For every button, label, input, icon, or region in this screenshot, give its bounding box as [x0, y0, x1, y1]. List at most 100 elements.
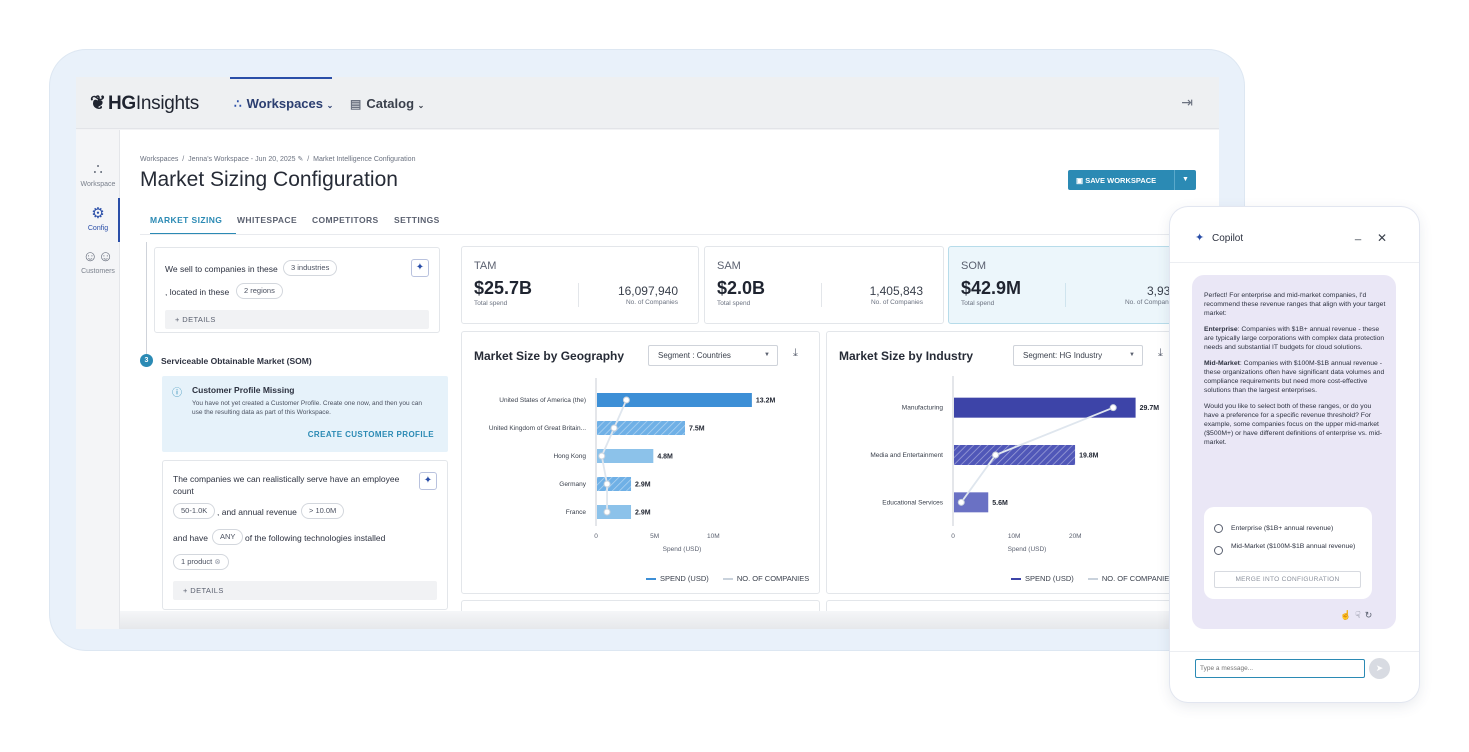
- metric-value: $42.9M: [961, 278, 1022, 298]
- employee-count-pill[interactable]: 50-1.0K: [173, 503, 216, 519]
- copilot-divider: [1170, 651, 1419, 652]
- som-details-toggle[interactable]: + DETAILS: [173, 581, 437, 600]
- companies-point: [622, 396, 630, 404]
- clear-icon[interactable]: ⊗: [214, 557, 221, 566]
- data-label: 4.8M: [657, 454, 673, 461]
- metric-divider: [578, 283, 579, 307]
- midmarket-radio[interactable]: [1214, 546, 1223, 555]
- chart-title: Market Size by Geography: [474, 349, 625, 363]
- sidebar-active-indicator: [118, 198, 120, 242]
- som-metric-card[interactable]: SOM $42.9M Total spend 3,939 No. of Comp…: [948, 246, 1198, 324]
- sidebar-item-config[interactable]: ⚙ Config: [76, 204, 120, 232]
- breadcrumb: Workspaces / Jenna's Workspace - Jun 20,…: [140, 156, 416, 163]
- chart-legend: SPEND (USD) NO. OF COMPANIES: [634, 574, 809, 583]
- data-label: 29.7M: [1140, 405, 1160, 412]
- tab-competitors[interactable]: COMPETITORS: [312, 215, 379, 225]
- legend-spend[interactable]: SPEND (USD): [1011, 574, 1074, 583]
- copilot-header: ✦ Copilot _ ✕: [1170, 207, 1419, 263]
- close-icon[interactable]: ✕: [1377, 231, 1388, 245]
- legend-companies[interactable]: NO. OF COMPANIES: [1087, 574, 1174, 583]
- som-text-revenue: , and annual revenue: [217, 507, 297, 517]
- tab-whitespace[interactable]: WHITESPACE: [237, 215, 298, 225]
- legend-spend[interactable]: SPEND (USD): [646, 574, 709, 583]
- metric-divider: [821, 283, 822, 307]
- chevron-down-icon: ⌄: [326, 101, 334, 110]
- x-tick-label: 0: [594, 533, 598, 540]
- save-icon: ▣: [1076, 176, 1084, 185]
- logout-icon[interactable]: ⇥: [1181, 94, 1193, 110]
- x-tick-label: 10M: [707, 533, 720, 540]
- ai-assist-icon[interactable]: ✦: [411, 259, 429, 277]
- merge-configuration-button[interactable]: MERGE INTO CONFIGURATION: [1214, 571, 1361, 588]
- thumbs-down-icon[interactable]: ☟: [1355, 610, 1365, 620]
- product-pill[interactable]: 1 product ⊗: [173, 554, 229, 570]
- companies-point: [603, 480, 611, 488]
- copilot-logo-icon: ✦: [1195, 232, 1205, 244]
- revenue-pill[interactable]: > 10.0M: [301, 503, 345, 519]
- legend-companies[interactable]: NO. OF COMPANIES: [722, 574, 809, 583]
- x-tick-label: 5M: [650, 533, 659, 540]
- pencil-icon[interactable]: ✎: [297, 156, 304, 163]
- category-label: Manufacturing: [902, 405, 944, 412]
- industry-segment-select[interactable]: Segment: HG Industry ▼: [1013, 345, 1143, 366]
- catalog-nav[interactable]: ▤ Catalog ⌄: [350, 96, 425, 111]
- download-icon[interactable]: ⤓: [1158, 347, 1163, 359]
- industries-pill[interactable]: 3 industries: [283, 260, 338, 276]
- sidebar: ∴ Workspace ⚙ Config ☺☺ Customers: [76, 130, 120, 629]
- notice-body: You have not yet created a Customer Prof…: [192, 400, 422, 416]
- breadcrumb-root[interactable]: Workspaces: [140, 156, 179, 163]
- save-workspace-button[interactable]: ▣ SAVE WORKSPACE ▼: [1068, 170, 1196, 190]
- midmarket-option-label[interactable]: Mid-Market ($100M-$1B annual revenue): [1231, 543, 1356, 550]
- metric-label: TAM: [474, 260, 497, 272]
- bar: [597, 449, 654, 463]
- config-panel: We sell to companies in these 3 industri…: [140, 242, 458, 622]
- app-window: ❦ HGInsights ∴ Workspaces ⌄ ▤ Catalog ⌄ ⇥ ∴…: [76, 77, 1219, 629]
- notice-title: Customer Profile Missing: [192, 385, 295, 395]
- catalog-icon: ▤: [350, 97, 362, 111]
- any-pill[interactable]: ANY: [212, 529, 244, 545]
- download-icon[interactable]: ⤓: [793, 347, 798, 359]
- som-text-tech: of the following technologies installed: [245, 533, 386, 543]
- som-text: The companies we can realistically serve…: [173, 474, 400, 484]
- send-icon[interactable]: ➤: [1369, 658, 1390, 679]
- metric-count: 1,405,843: [869, 284, 923, 298]
- chart-legend: SPEND (USD) NO. OF COMPANIES: [999, 574, 1174, 583]
- chevron-down-icon: ⌄: [417, 101, 425, 110]
- companies-point: [610, 424, 618, 432]
- workspaces-nav[interactable]: ∴ Workspaces ⌄: [234, 96, 334, 111]
- sam-text-regions: , located in these: [165, 287, 230, 297]
- tab-settings[interactable]: SETTINGS: [394, 215, 440, 225]
- sidebar-item-customers[interactable]: ☺☺ Customers: [76, 248, 120, 275]
- companies-point: [957, 498, 965, 506]
- hg-logo-icon: ❦: [90, 93, 106, 114]
- metric-count-sub: No. of Companies: [870, 299, 923, 306]
- metric-count: 16,097,940: [617, 284, 678, 298]
- data-label: 19.8M: [1079, 453, 1099, 460]
- tam-card[interactable]: TAM $25.7B Total spend 16,097,940 No. of…: [461, 246, 699, 324]
- refresh-icon[interactable]: ↻: [1364, 610, 1377, 620]
- page-title: Market Sizing Configuration: [140, 168, 398, 191]
- geography-segment-select[interactable]: Segment : Countries ▼: [648, 345, 778, 366]
- sam-details-toggle[interactable]: + DETAILS: [165, 310, 429, 329]
- metric-value: $2.0B: [717, 278, 766, 298]
- enterprise-option-label[interactable]: Enterprise ($1B+ annual revenue): [1231, 525, 1334, 532]
- tab-market-sizing[interactable]: MARKET SIZING: [150, 215, 223, 225]
- save-options-dropdown[interactable]: ▼: [1174, 170, 1196, 190]
- regions-pill[interactable]: 2 regions: [236, 283, 283, 299]
- sidebar-item-workspace[interactable]: ∴ Workspace: [76, 160, 120, 188]
- minimize-icon[interactable]: _: [1355, 229, 1362, 241]
- sam-metric-card[interactable]: SAM $2.0B Total spend 1,405,843 No. of C…: [704, 246, 944, 324]
- metric-value-sub: Total spend: [717, 300, 751, 307]
- bar: [954, 492, 989, 513]
- message-input[interactable]: [1195, 659, 1365, 678]
- sam-text: We sell to companies in these: [165, 264, 278, 274]
- ai-assist-icon[interactable]: ✦: [419, 472, 437, 490]
- enterprise-radio[interactable]: [1214, 524, 1223, 533]
- thumbs-up-icon[interactable]: ☝: [1340, 610, 1356, 620]
- main-content: Workspaces / Jenna's Workspace - Jun 20,…: [120, 130, 1219, 629]
- metric-divider: [1065, 283, 1066, 307]
- create-customer-profile-link[interactable]: CREATE CUSTOMER PROFILE: [307, 430, 434, 439]
- data-label: 5.6M: [992, 500, 1008, 507]
- breadcrumb-workspace[interactable]: Jenna's Workspace - Jun 20, 2025: [188, 156, 296, 163]
- som-text-have: and have: [173, 533, 208, 543]
